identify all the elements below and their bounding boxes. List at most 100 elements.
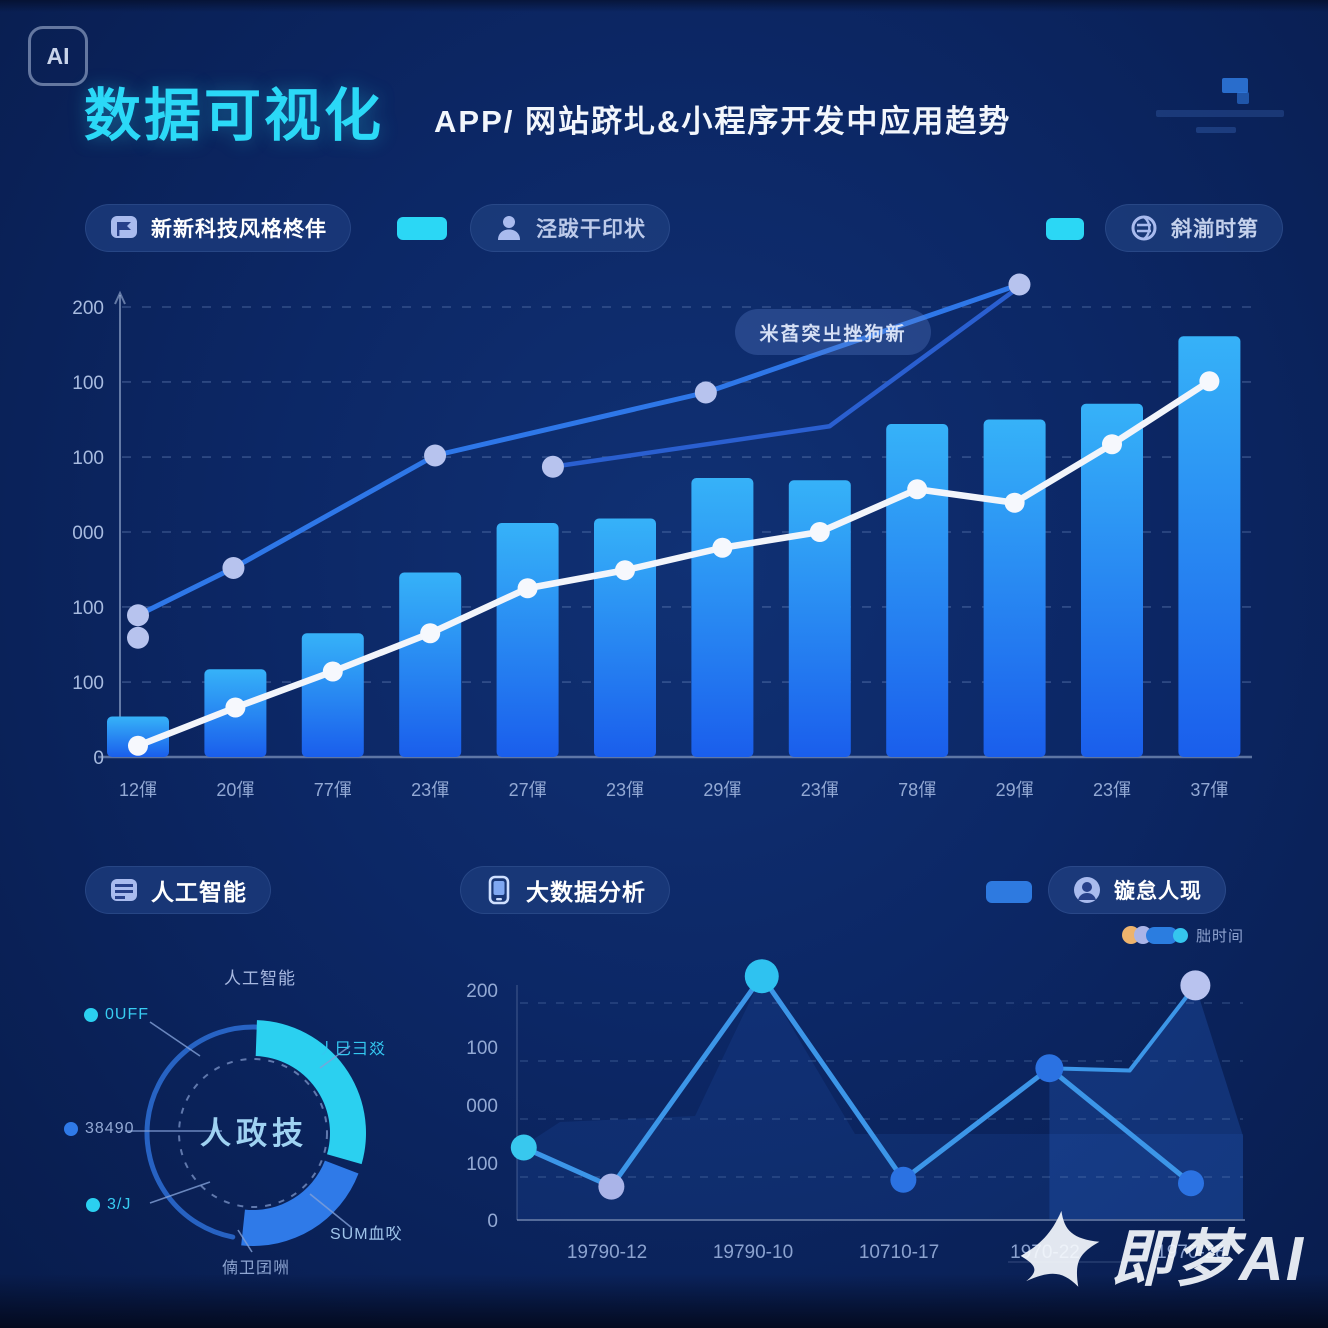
trend-y-tick-label: 0: [487, 1211, 498, 1232]
donut-dashed-inner-circle: [178, 1058, 328, 1208]
x-axis-tick-label: 37㑮: [1190, 780, 1228, 800]
x-axis-tick-label: 77㑮: [314, 780, 352, 800]
card-icon: [111, 879, 137, 901]
donut-left-bottom-value: 3/J: [107, 1196, 132, 1213]
legend-pill-blue: [1146, 926, 1178, 944]
donut-leader-line: [149, 1021, 201, 1057]
bar: [691, 478, 754, 757]
donut-left-top-value: 0UFF: [105, 1006, 149, 1023]
chip-big-data-analysis[interactable]: 大数据分析: [460, 866, 670, 914]
chart-annotation: 米萏突㞢挫狗新: [735, 309, 931, 355]
y-axis-tick-label: 100: [72, 373, 104, 394]
trend-y-tick-label: 200: [466, 981, 498, 1002]
white-line-dot: [128, 735, 148, 756]
x-axis-tick-label: 23㑮: [801, 780, 839, 800]
donut-leader-line: [237, 1229, 253, 1253]
donut-center-label: 人政技: [200, 1116, 308, 1151]
y-axis-arrow: [114, 290, 126, 305]
trend-dot: [510, 1134, 537, 1161]
legend-chip-label: 斜湔时第: [1171, 218, 1259, 241]
x-axis-tick-label: 27㑮: [509, 780, 547, 800]
bar: [1081, 403, 1143, 757]
cyan-legend-swatch: [397, 217, 447, 240]
legend-dot-cyan: [1173, 927, 1188, 943]
x-axis-tick-label: 20㑮: [216, 780, 254, 800]
trend-area-fill: [517, 976, 1243, 1219]
blue-line-2: [552, 284, 1021, 469]
flag-icon: [111, 216, 137, 238]
ai-logo-text: AI: [46, 42, 70, 69]
donut-leader-line: [149, 1181, 211, 1204]
legend-chip-user[interactable]: 泾跋干印状: [470, 204, 670, 252]
trend-ridge-fill: [1049, 985, 1243, 1219]
bar: [983, 419, 1046, 757]
line-dot: [127, 626, 149, 649]
white-line-dot: [1199, 371, 1220, 392]
mini-legend: 朏时间: [1122, 924, 1244, 946]
user-circle-icon: [1074, 877, 1100, 903]
donut-label-left-mid: 38490: [64, 1120, 135, 1138]
trend-ridge-line: [1049, 984, 1197, 1073]
y-axis-tick-label: 0: [93, 748, 104, 769]
donut-label-bottom: 㑲卫囝㖄: [221, 1260, 290, 1277]
trend-dot: [1180, 970, 1211, 1001]
y-axis-tick-label: 000: [72, 523, 104, 544]
x-axis-tick-label: 23㑮: [606, 780, 644, 800]
donut-leader-line: [309, 1193, 353, 1229]
trend-x-tick-label: 10710-17: [859, 1242, 939, 1263]
paper-plane-logo-icon: [1020, 1210, 1100, 1287]
donut-label-right-top: 丿巳彐㸚: [318, 1041, 387, 1058]
y-axis-tick-label: 100: [72, 448, 104, 469]
bar: [788, 480, 851, 757]
cyan-dot: [84, 1008, 98, 1022]
bar: [496, 523, 559, 757]
blue-legend-swatch: [986, 881, 1032, 903]
decorative-bar: [1156, 110, 1284, 117]
trend-x-tick-label: 19790-12: [567, 1242, 647, 1263]
x-axis-tick-label: 12㑮: [119, 780, 157, 800]
trend-dot: [598, 1173, 625, 1200]
legend-chip-label: 新新科技风格柊仹: [151, 218, 327, 241]
white-line-dot: [1102, 434, 1122, 455]
white-line: [136, 378, 1212, 749]
chip-right-legend[interactable]: 镟怠人现: [1048, 866, 1226, 914]
y-axis-tick-label: 100: [72, 673, 104, 694]
legend-chip-label: 泾跋干印状: [536, 218, 646, 241]
x-axis-tick-label: 78㑮: [898, 780, 936, 800]
top-shade: [0, 0, 1328, 12]
white-line-dot: [907, 479, 928, 500]
donut-label-left-top: 0UFF: [84, 1006, 149, 1024]
white-line-dot: [517, 578, 538, 599]
chip-label: 镟怠人现: [1114, 880, 1202, 903]
donut-leader-line: [319, 1045, 351, 1069]
legend-chip-tech-style[interactable]: 新新科技风格柊仹: [85, 204, 351, 252]
blue-dot: [64, 1122, 78, 1136]
trend-x-tick-label: 19790-10: [713, 1242, 793, 1263]
white-line-dot: [712, 537, 733, 558]
bar: [301, 633, 364, 757]
trend-main-line: [522, 973, 1193, 1190]
page-title: 数据可视化: [84, 84, 384, 148]
legend-chip-time[interactable]: 斜湔时第: [1105, 204, 1283, 252]
donut-outline-arc: [144, 1024, 260, 1240]
x-axis-tick-label: 23㑮: [1093, 780, 1131, 800]
donut-label-left-bottom: 3/J: [86, 1196, 131, 1214]
trend-x-tick-label: 1970-28: [1156, 1242, 1226, 1263]
decorative-block: [1222, 78, 1248, 93]
line-dot: [424, 444, 447, 467]
line-dot: [694, 381, 717, 404]
page-subtitle: APP/ 网站跻圠&小程序开发中应用趋势: [434, 104, 1012, 139]
donut-segment: [241, 1160, 359, 1246]
x-axis-tick-label: 23㑮: [411, 780, 449, 800]
white-line-dot: [809, 522, 830, 542]
x-axis-tick-label: 29㑮: [703, 780, 741, 800]
y-axis-tick-label: 100: [72, 598, 104, 619]
line-dot: [1008, 273, 1031, 296]
cyan-legend-swatch-2: [1046, 218, 1084, 240]
chip-artificial-intelligence[interactable]: 人工智能: [85, 866, 271, 914]
trend-y-tick-label: 000: [466, 1096, 498, 1117]
white-line-dot: [225, 697, 246, 718]
ai-logo-badge: AI: [28, 26, 88, 86]
chip-label: 人工智能: [151, 879, 247, 905]
